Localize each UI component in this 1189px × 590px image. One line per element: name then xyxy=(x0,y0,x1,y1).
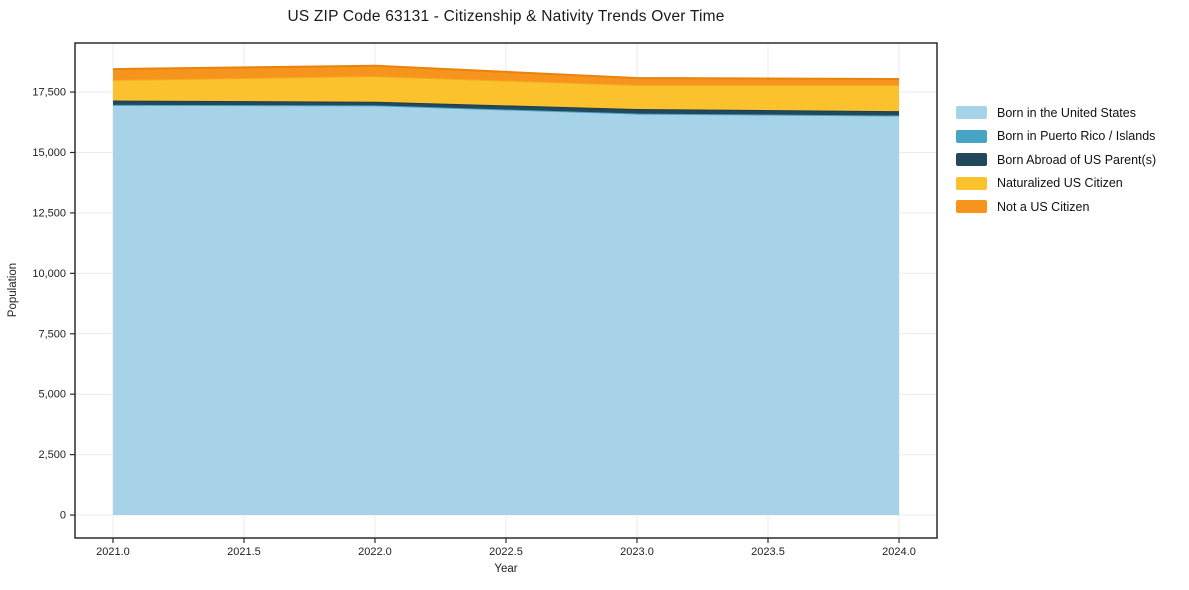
area-born-in-the-united-states xyxy=(112,105,900,516)
legend-label: Naturalized US Citizen xyxy=(997,176,1123,191)
legend-item-naturalized-us-citizen[interactable]: Naturalized US Citizen xyxy=(956,172,1156,196)
y-tick-label: 7,500 xyxy=(38,328,66,340)
x-tick-label: 2024.0 xyxy=(882,546,916,558)
legend-swatch-4 xyxy=(956,200,987,214)
legend-label: Not a US Citizen xyxy=(997,199,1090,214)
plot-border xyxy=(74,42,938,539)
y-tick-label: 2,500 xyxy=(38,449,66,461)
area-naturalized-us-citizen xyxy=(112,76,900,112)
y-tick-label: 17,500 xyxy=(32,87,66,99)
legend-label: Born Abroad of US Parent(s) xyxy=(997,152,1157,167)
area-born-abroad-of-us-parent-s xyxy=(112,100,900,116)
legend-swatch-2 xyxy=(956,153,987,167)
legend-swatch-3 xyxy=(956,176,987,190)
legend-item-not-a-us-citizen[interactable]: Not a US Citizen xyxy=(956,195,1156,219)
legend-item-born-in-the-united-states[interactable]: Born in the United States xyxy=(956,101,1156,125)
x-tick-label: 2022.0 xyxy=(358,546,392,558)
legend-item-born-abroad-of-us-parent-s[interactable]: Born Abroad of US Parent(s) xyxy=(956,148,1156,172)
area-edge-4 xyxy=(112,64,900,81)
chart-title: US ZIP Code 63131 - Citizenship & Nativi… xyxy=(287,8,725,25)
legend-item-born-in-puerto-rico-islands[interactable]: Born in Puerto Rico / Islands xyxy=(956,125,1156,149)
legend-label: Born in the United States xyxy=(997,105,1136,120)
y-tick-label: 10,000 xyxy=(32,268,66,280)
legend-swatch-1 xyxy=(956,129,987,143)
x-tick-label: 2023.0 xyxy=(620,546,654,558)
legend-swatch-0 xyxy=(956,106,987,120)
y-tick-label: 5,000 xyxy=(38,389,66,401)
x-tick-label: 2021.5 xyxy=(227,546,261,558)
x-tick-label: 2023.5 xyxy=(751,546,785,558)
y-tick-label: 12,500 xyxy=(32,207,66,219)
legend: Born in the United States Born in Puerto … xyxy=(956,101,1156,219)
y-tick-label: 0 xyxy=(60,510,66,522)
legend-label: Born in Puerto Rico / Islands xyxy=(997,129,1156,144)
x-tick-label: 2021.0 xyxy=(96,546,130,558)
y-axis-label: Population xyxy=(7,262,19,318)
area-not-a-us-citizen xyxy=(112,65,900,86)
x-axis-label: Year xyxy=(494,563,518,575)
y-tick-label: 15,000 xyxy=(32,147,66,159)
x-tick-label: 2022.5 xyxy=(489,546,523,558)
